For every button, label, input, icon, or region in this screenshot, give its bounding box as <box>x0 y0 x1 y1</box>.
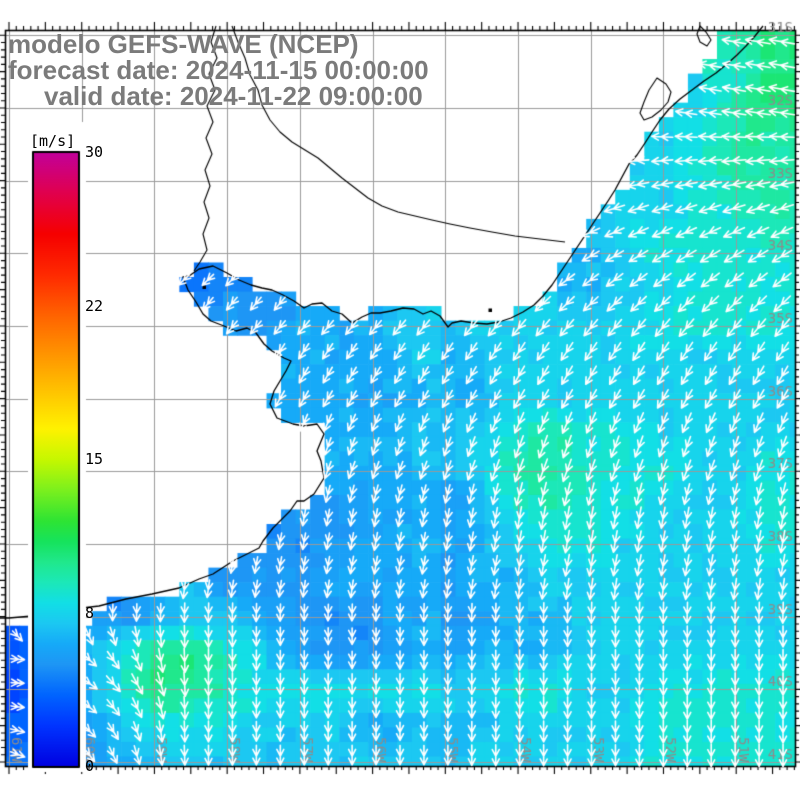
forecast-date-label: forecast date: 2024-11-15 00:00:00 <box>8 55 429 85</box>
valid-date-label: valid date: 2024-11-22 09:00:00 <box>44 81 423 111</box>
colorbar-tick-label-15: 15 <box>85 450 104 468</box>
colorbar-unit-label: [m/s] <box>30 132 76 150</box>
colorbar-tick-label-0: 0 <box>85 757 95 775</box>
colorbar-tick-label-22: 22 <box>85 297 104 315</box>
model-title: modelo GEFS-WAVE (NCEP) <box>8 29 359 59</box>
colorbar-tick-label-8: 8 <box>85 604 95 622</box>
colorbar-tick-label-30: 30 <box>85 143 104 161</box>
